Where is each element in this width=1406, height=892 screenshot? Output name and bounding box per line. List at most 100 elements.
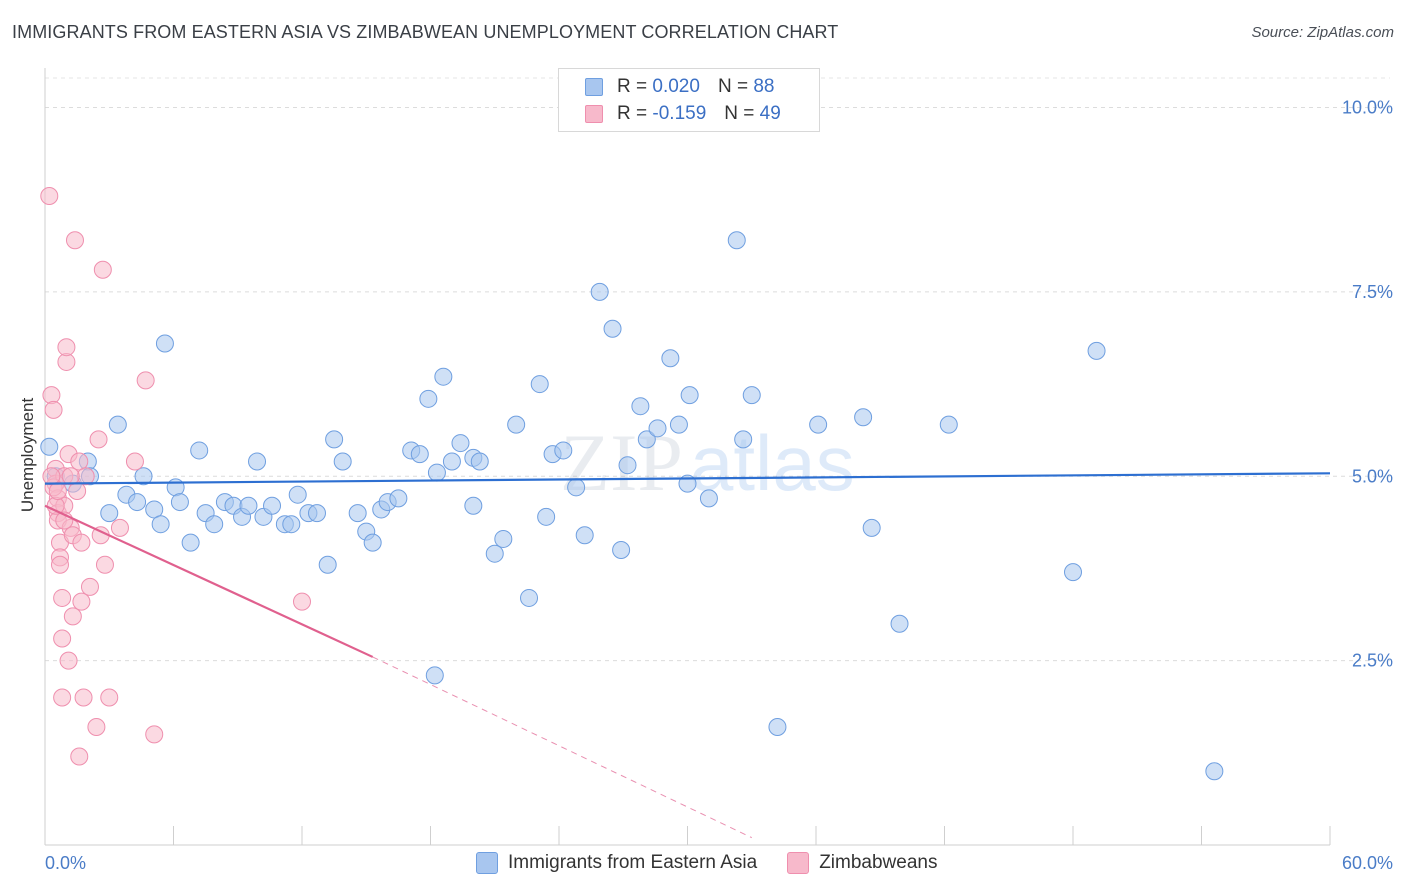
legend-swatch-blue <box>585 78 603 96</box>
legend-swatch-blue <box>476 852 498 874</box>
zimbabwean-point <box>95 555 114 574</box>
eastern-asia-point <box>1064 563 1082 582</box>
eastern-asia-point <box>100 504 119 523</box>
eastern-asia-point <box>530 375 549 394</box>
zimbabwean-point <box>93 260 112 279</box>
eastern-asia-point <box>768 718 787 736</box>
eastern-asia-point <box>288 485 307 504</box>
eastern-asia-point <box>464 496 483 515</box>
zimbabwean-point <box>53 629 72 648</box>
eastern-asia-point <box>419 389 438 408</box>
zimbabwean-point <box>136 371 155 390</box>
eastern-asia-point <box>389 489 408 508</box>
y-axis-label: Unemployment <box>18 398 37 513</box>
eastern-asia-point <box>155 334 174 353</box>
eastern-asia-point <box>333 452 352 471</box>
zimbabwean-point <box>59 651 78 670</box>
eastern-asia-point <box>661 349 680 368</box>
eastern-asia-point <box>348 504 367 523</box>
zimbabwean-point <box>70 747 89 766</box>
legend-row-eastern-asia: R = 0.020 N = 88 <box>585 76 774 98</box>
eastern-asia-point <box>854 408 873 427</box>
zimbabwean-point <box>50 555 69 574</box>
tick-labels: 2.5% 5.0% 7.5% 10.0% 0.0% 60.0% <box>45 98 1393 874</box>
zimbabwean-point <box>293 592 311 611</box>
eastern-asia-point <box>239 496 258 515</box>
axes <box>44 68 1331 846</box>
eastern-asia-point <box>282 515 301 534</box>
zimbabwean-point <box>100 688 119 707</box>
eastern-asia-point <box>890 614 909 633</box>
legend-label: Zimbabweans <box>819 852 938 873</box>
stats-legend: R = 0.020 N = 88 R = -0.159 N = 49 <box>558 68 820 132</box>
zimbabwean-point <box>53 688 72 707</box>
eastern-asia-point <box>425 666 444 685</box>
eastern-asia-point <box>699 489 718 508</box>
eastern-asia-point <box>470 452 489 471</box>
eastern-asia-point <box>205 515 224 534</box>
eastern-asia-point <box>325 430 344 449</box>
legend-r-value: -0.159 <box>652 103 707 124</box>
eastern-asia-point <box>520 588 539 607</box>
trend-line-eastern-asia <box>44 472 1331 485</box>
legend-n-value: 88 <box>753 76 775 97</box>
zimbabwean-point <box>40 187 59 205</box>
zimbabwean-point <box>48 482 67 500</box>
zimbabwean-point <box>72 592 91 611</box>
x-tick-label: 60.0% <box>1342 853 1393 873</box>
legend-r-label: R = <box>617 76 648 97</box>
legend-swatch-pink <box>787 852 810 874</box>
eastern-asia-point <box>862 518 881 537</box>
eastern-asia-point <box>485 544 504 563</box>
eastern-asia-point <box>434 367 453 386</box>
series-zimbabweans-points <box>40 187 311 766</box>
eastern-asia-point <box>318 555 337 574</box>
eastern-asia-point <box>537 507 556 526</box>
eastern-asia-point <box>307 504 326 523</box>
eastern-asia-point <box>575 526 594 545</box>
eastern-asia-point <box>742 386 761 405</box>
legend-label: Immigrants from Eastern Asia <box>508 852 758 873</box>
eastern-asia-point <box>40 437 59 456</box>
legend-n-label: N = <box>717 76 749 97</box>
grid-lines <box>45 77 1390 662</box>
zimbabwean-point <box>72 533 91 552</box>
series-eastern-asia-points <box>40 231 1224 781</box>
zimbabwean-point <box>57 338 76 357</box>
eastern-asia-point <box>363 533 382 552</box>
eastern-asia-point <box>727 231 746 250</box>
eastern-asia-point <box>108 415 127 434</box>
eastern-asia-point <box>1205 762 1224 781</box>
legend-swatch-pink <box>585 105 603 123</box>
eastern-asia-point <box>128 493 147 512</box>
legend-n-label: N = <box>724 103 755 124</box>
eastern-asia-point <box>590 282 609 301</box>
eastern-asia-point <box>637 430 656 449</box>
eastern-asia-point <box>507 415 526 434</box>
legend-r-label: R = <box>617 103 648 124</box>
zimbabwean-point <box>87 718 106 736</box>
eastern-asia-point <box>631 397 650 416</box>
zimbabwean-point <box>42 386 61 405</box>
trend-lines <box>44 472 1331 839</box>
eastern-asia-point <box>567 478 586 497</box>
eastern-asia-point <box>618 456 637 475</box>
zimbabwean-point <box>89 430 108 449</box>
trend-line-zimbabweans <box>44 504 374 658</box>
eastern-asia-point <box>939 415 958 434</box>
zimbabwean-point <box>63 607 82 626</box>
eastern-asia-point <box>410 445 429 464</box>
eastern-asia-point <box>170 493 189 512</box>
zimbabwean-point <box>80 577 99 596</box>
eastern-asia-point <box>181 533 200 552</box>
trend-line-zimbabweans-extension <box>372 656 752 839</box>
zimbabwean-point <box>125 452 144 471</box>
x-tick-label: 0.0% <box>45 853 86 873</box>
eastern-asia-point <box>554 441 573 460</box>
legend-n-value: 49 <box>759 103 781 124</box>
eastern-asia-point <box>451 434 470 453</box>
eastern-asia-point <box>1087 341 1106 360</box>
eastern-asia-point <box>734 430 753 449</box>
eastern-asia-point <box>612 541 631 559</box>
eastern-asia-point <box>248 452 267 471</box>
